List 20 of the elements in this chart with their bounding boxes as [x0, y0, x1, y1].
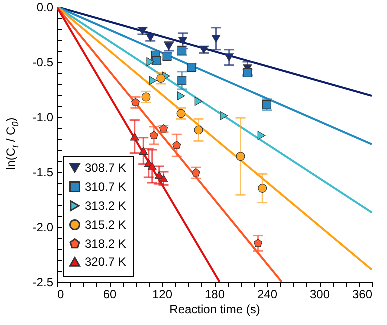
x-axis-title: Reaction time (s)	[170, 302, 260, 316]
legend-label: 310.7 K	[85, 180, 126, 194]
x-tick-label: 180	[204, 288, 226, 302]
y-tick-label: -2.5	[32, 276, 54, 290]
y-tick-label: -1.0	[32, 110, 54, 124]
y-tick-label: -0.5	[32, 56, 54, 70]
x-tick-label: 0	[58, 288, 64, 302]
legend-label: 318.2 K	[85, 237, 126, 251]
x-tick-label: 360	[352, 288, 373, 302]
legend-label: 308.7 K	[85, 161, 126, 175]
x-tick-label: 240	[257, 288, 278, 302]
legend-label: 315.2 K	[85, 218, 126, 232]
y-tick-label: -2.0	[32, 220, 54, 234]
x-tick-label: 60	[103, 288, 117, 302]
x-tick-label: 300	[310, 288, 330, 302]
legend-label: 320.7 K	[85, 255, 126, 269]
y-tick-label: -1.5	[32, 166, 54, 180]
legend-label: 313.2 K	[85, 199, 126, 213]
x-tick-label: 120	[152, 288, 173, 302]
y-tick-label: 0.0	[36, 0, 54, 14]
